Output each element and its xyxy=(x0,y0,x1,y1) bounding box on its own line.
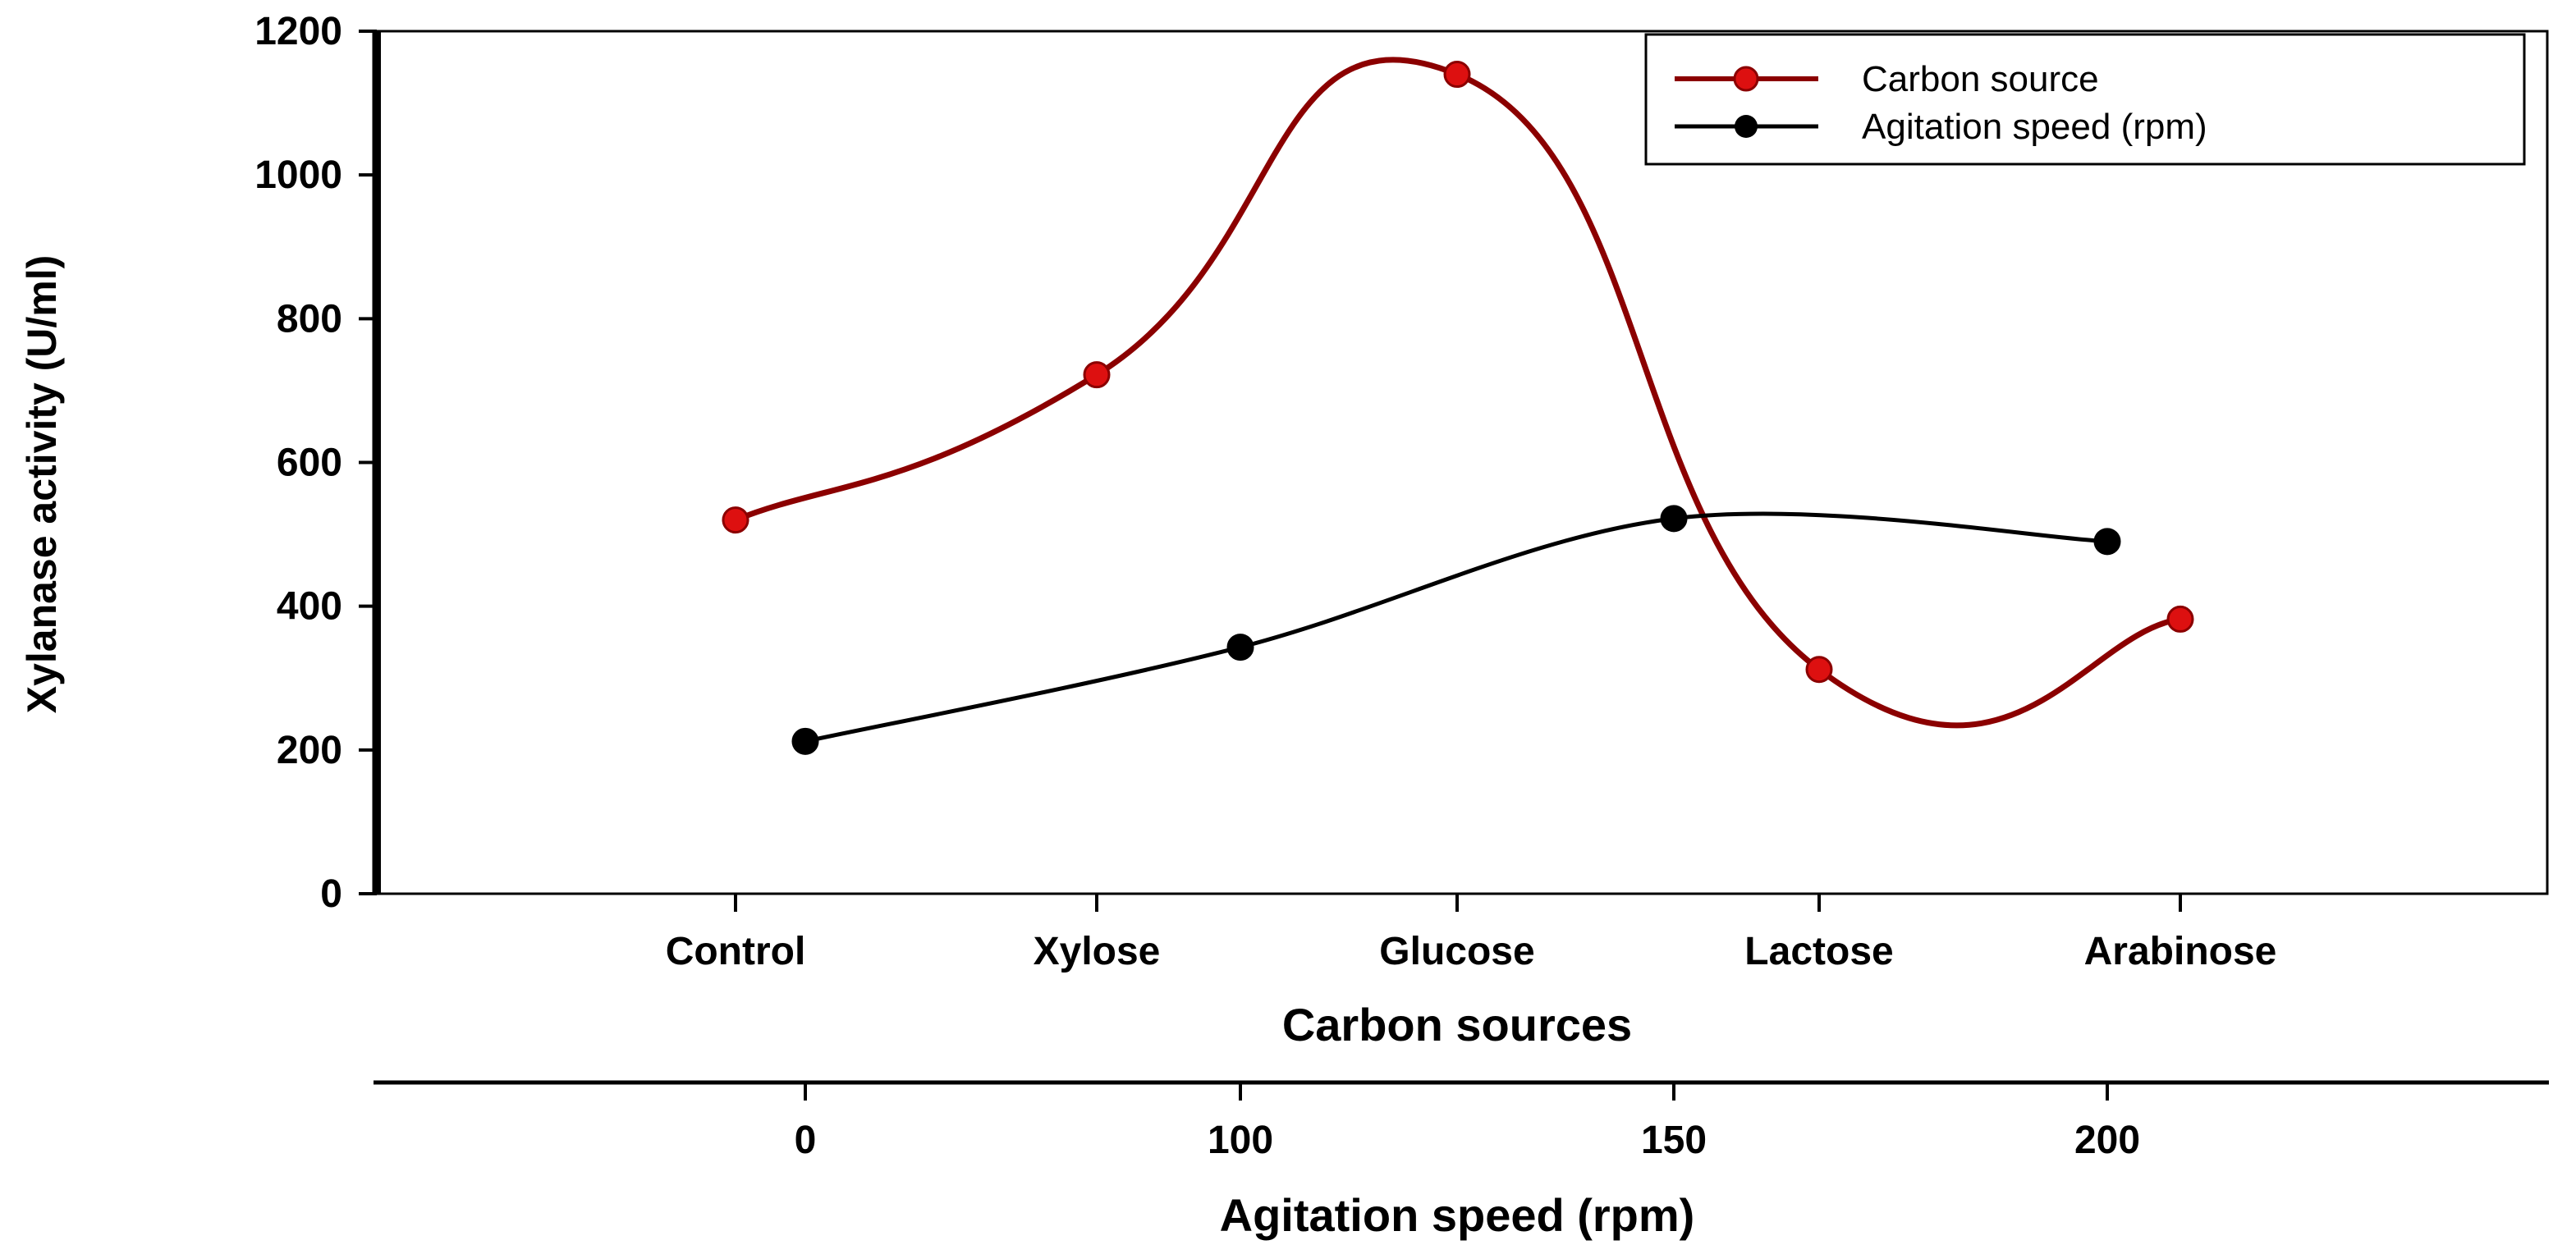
series-layer xyxy=(722,57,2194,755)
x-tick-label-arabinose: Arabinose xyxy=(2084,930,2277,973)
y-tick-label: 400 xyxy=(277,585,342,629)
legend: Carbon source Agitation speed (rpm) xyxy=(1644,33,2526,166)
secondary-x-tick-label-200: 200 xyxy=(2074,1119,2140,1162)
y-tick-label: 1200 xyxy=(254,10,342,53)
y-tick-label: 0 xyxy=(320,872,342,916)
data-point-carbon-source-arabinose xyxy=(2166,605,2194,633)
x-tick-label-xylose: Xylose xyxy=(1034,930,1161,973)
secondary-x-tick-label-0: 0 xyxy=(795,1119,817,1162)
y-tick-label: 1000 xyxy=(254,153,342,197)
legend-label-carbon-source: Carbon source xyxy=(1862,59,2099,99)
data-point-carbon-source-xylose xyxy=(1083,361,1111,389)
legend-box xyxy=(1644,33,2526,166)
secondary-x-tick-label-100: 100 xyxy=(1208,1119,1273,1162)
x-axis-title-carbon-sources: Carbon sources xyxy=(1282,999,1632,1050)
y-axis: 0 200 400 600 800 1000 1200 xyxy=(254,10,377,916)
data-point-carbon-source-control xyxy=(722,506,749,534)
y-axis-title: Xylanase activity (U/ml) xyxy=(19,255,65,714)
x-axis-carbon-sources: Control Xylose Glucose Lactose Arabinose xyxy=(666,894,2277,973)
data-point-carbon-source-lactose xyxy=(1805,656,1833,684)
y-tick-label: 600 xyxy=(277,442,342,485)
data-point-agitation-speed-rpm-0 xyxy=(791,727,819,755)
data-point-agitation-speed-rpm-200 xyxy=(2093,528,2121,556)
x-axis-agitation-speed: 0 100 150 200 xyxy=(795,1082,2140,1162)
x-tick-label-glucose: Glucose xyxy=(1379,930,1534,973)
y-tick-label: 800 xyxy=(277,297,342,341)
legend-marker-agitation-speed xyxy=(1735,115,1758,138)
y-tick-label: 200 xyxy=(277,729,342,772)
series-line-carbon-source xyxy=(734,57,2181,729)
secondary-x-tick-label-150: 150 xyxy=(1641,1119,1707,1162)
data-point-carbon-source-glucose xyxy=(1443,61,1471,89)
x-tick-label-control: Control xyxy=(666,930,806,973)
x-axis-title-agitation-speed: Agitation speed (rpm) xyxy=(1220,1189,1695,1241)
data-point-agitation-speed-rpm-100 xyxy=(1226,634,1254,661)
legend-label-agitation-speed: Agitation speed (rpm) xyxy=(1862,107,2207,147)
series-line-agitation-speed-rpm xyxy=(804,511,2108,744)
x-tick-label-lactose: Lactose xyxy=(1744,930,1893,973)
data-point-agitation-speed-rpm-150 xyxy=(1660,505,1688,533)
legend-marker-carbon-source xyxy=(1733,66,1759,92)
